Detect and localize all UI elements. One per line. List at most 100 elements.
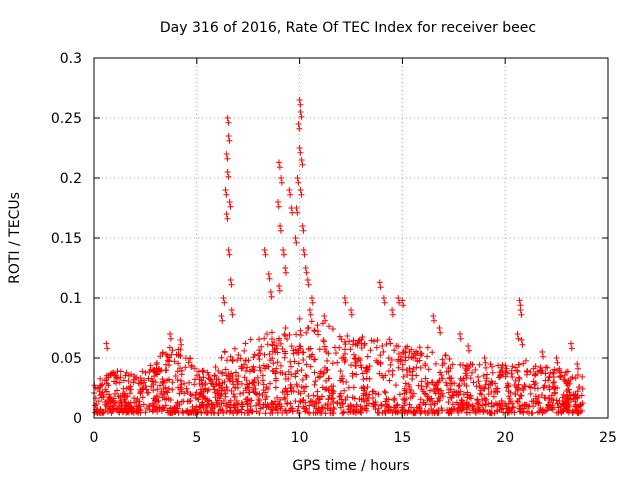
- data-point: [364, 353, 371, 360]
- data-point: [569, 407, 576, 414]
- data-point: [218, 354, 225, 361]
- data-point: [372, 402, 379, 409]
- data-point: [218, 387, 225, 394]
- data-point: [538, 367, 545, 374]
- data-point: [133, 403, 140, 410]
- data-point: [546, 383, 553, 390]
- data-point: [227, 353, 234, 360]
- data-point: [117, 368, 124, 375]
- data-point: [467, 392, 474, 399]
- data-point: [393, 402, 400, 409]
- data-point: [265, 385, 272, 392]
- data-point: [400, 373, 407, 380]
- data-point: [130, 379, 137, 386]
- data-point: [224, 357, 231, 364]
- data-point: [514, 384, 521, 391]
- data-point: [261, 247, 268, 253]
- data-point: [549, 405, 556, 412]
- data-point: [301, 251, 308, 258]
- data-point: [303, 269, 310, 276]
- data-point: [183, 385, 190, 392]
- data-point: [302, 408, 309, 415]
- data-point: [163, 395, 170, 402]
- data-point: [542, 377, 549, 384]
- data-point: [506, 405, 513, 412]
- data-point: [337, 390, 344, 397]
- data-point: [246, 368, 253, 375]
- data-point: [158, 388, 165, 395]
- data-point: [166, 358, 173, 365]
- data-point: [357, 362, 364, 369]
- data-point: [424, 381, 431, 388]
- data-point: [245, 407, 252, 414]
- data-point: [305, 281, 312, 288]
- data-point: [143, 386, 150, 393]
- data-point: [373, 344, 380, 351]
- data-point: [341, 346, 348, 353]
- data-point: [234, 378, 241, 385]
- data-point: [169, 347, 176, 354]
- data-point: [283, 269, 290, 276]
- data-point: [282, 324, 289, 331]
- data-point: [261, 351, 268, 358]
- data-point: [557, 369, 564, 376]
- data-point: [511, 409, 518, 416]
- data-point: [242, 385, 249, 392]
- data-point: [298, 367, 305, 374]
- data-point: [175, 409, 182, 416]
- data-point: [473, 383, 480, 390]
- data-point: [359, 370, 366, 377]
- data-point: [531, 381, 538, 388]
- data-point: [409, 393, 416, 400]
- data-point: [464, 389, 471, 396]
- data-point: [386, 336, 393, 343]
- data-point: [351, 351, 358, 358]
- data-point: [99, 389, 106, 396]
- data-point: [437, 369, 444, 376]
- data-point: [341, 358, 348, 365]
- data-point: [540, 353, 547, 360]
- data-point: [550, 397, 557, 404]
- data-point: [401, 390, 408, 397]
- data-point: [253, 408, 260, 415]
- data-point: [456, 331, 463, 337]
- data-point: [282, 265, 289, 271]
- data-point: [375, 405, 382, 412]
- data-point: [363, 402, 370, 409]
- data-point: [515, 381, 522, 388]
- data-point: [497, 371, 504, 378]
- data-point: [484, 371, 491, 378]
- data-point: [300, 247, 307, 253]
- data-point: [514, 367, 521, 374]
- data-point: [339, 373, 346, 380]
- data-point: [340, 378, 347, 385]
- data-point: [163, 366, 170, 373]
- data-point: [251, 351, 258, 358]
- data-point: [144, 389, 151, 396]
- data-point: [431, 409, 438, 416]
- data-point: [121, 396, 128, 403]
- data-point: [295, 409, 302, 416]
- data-point: [173, 351, 180, 358]
- x-tick-label: 25: [599, 430, 617, 446]
- data-point: [531, 385, 538, 392]
- data-point: [304, 277, 311, 283]
- data-point: [262, 251, 269, 258]
- data-point: [424, 353, 431, 360]
- data-point: [380, 374, 387, 381]
- data-point: [527, 384, 534, 391]
- data-point: [152, 396, 159, 403]
- data-point: [392, 382, 399, 389]
- data-point: [205, 386, 212, 393]
- data-point: [298, 191, 305, 198]
- data-point: [109, 408, 116, 415]
- data-point: [429, 398, 436, 405]
- data-point: [154, 371, 161, 378]
- data-point: [518, 311, 525, 318]
- data-point: [364, 368, 371, 375]
- data-point: [374, 337, 381, 344]
- data-point: [443, 368, 450, 375]
- data-point: [353, 407, 360, 414]
- data-point: [104, 345, 111, 352]
- data-point: [468, 369, 475, 376]
